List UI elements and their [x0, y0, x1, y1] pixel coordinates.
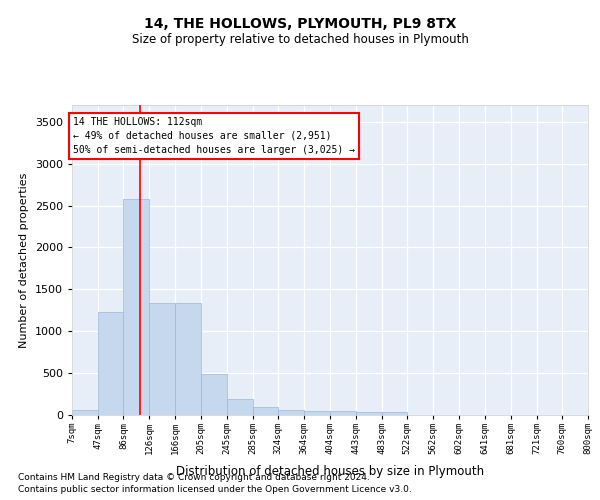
- Text: Contains HM Land Registry data © Crown copyright and database right 2024.: Contains HM Land Registry data © Crown c…: [18, 472, 370, 482]
- Bar: [201, 374, 227, 415]
- Bar: [98, 312, 124, 415]
- Bar: [149, 303, 175, 415]
- Bar: [331, 411, 356, 415]
- Bar: [124, 200, 149, 415]
- Text: Contains public sector information licensed under the Open Government Licence v3: Contains public sector information licen…: [18, 485, 412, 494]
- Y-axis label: Number of detached properties: Number of detached properties: [19, 172, 29, 348]
- Text: 14 THE HOLLOWS: 112sqm
← 49% of detached houses are smaller (2,951)
50% of semi-: 14 THE HOLLOWS: 112sqm ← 49% of detached…: [73, 116, 355, 154]
- Bar: [304, 411, 331, 415]
- Text: 14, THE HOLLOWS, PLYMOUTH, PL9 8TX: 14, THE HOLLOWS, PLYMOUTH, PL9 8TX: [144, 18, 456, 32]
- Bar: [253, 406, 278, 415]
- Bar: [72, 410, 98, 415]
- Bar: [382, 412, 407, 415]
- Text: Size of property relative to detached houses in Plymouth: Size of property relative to detached ho…: [131, 32, 469, 46]
- Bar: [175, 303, 201, 415]
- Bar: [278, 410, 304, 415]
- Bar: [356, 412, 382, 415]
- Bar: [227, 399, 253, 415]
- X-axis label: Distribution of detached houses by size in Plymouth: Distribution of detached houses by size …: [176, 466, 484, 478]
